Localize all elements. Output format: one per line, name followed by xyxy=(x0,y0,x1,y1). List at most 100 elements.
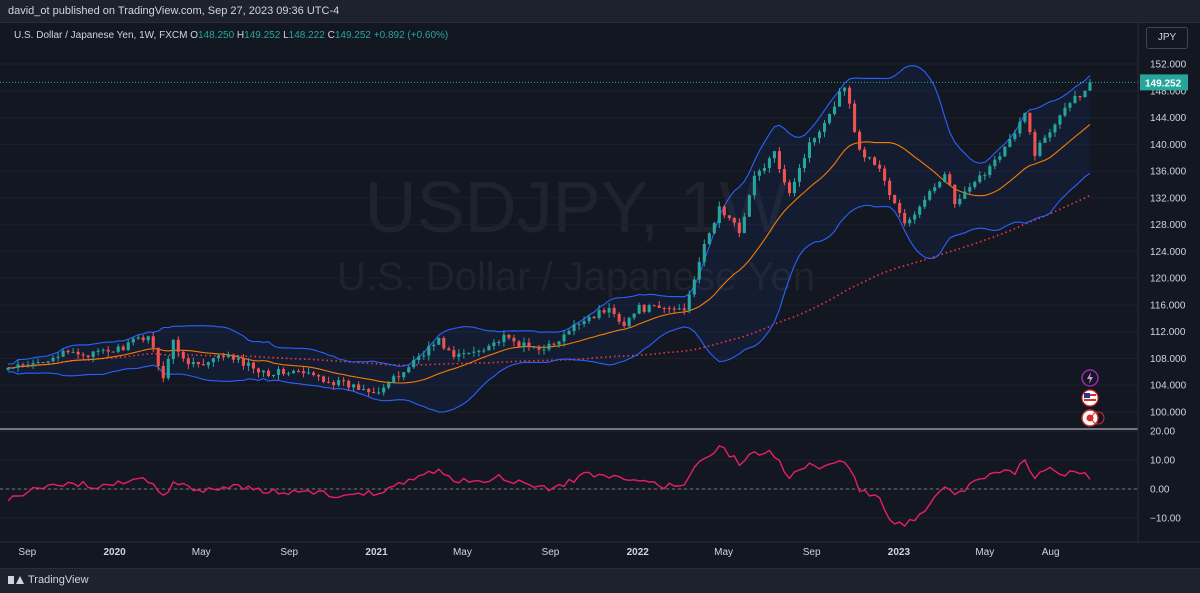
low-value: 148.222 xyxy=(288,30,325,41)
candle-body xyxy=(86,355,90,358)
candle-body xyxy=(96,350,100,352)
currency-button[interactable]: JPY xyxy=(1146,27,1188,49)
candle-body xyxy=(1038,142,1042,156)
candle-body xyxy=(327,381,331,383)
candle-body xyxy=(402,372,406,378)
candle-body xyxy=(732,218,736,223)
candle-body xyxy=(652,305,656,307)
candle-body xyxy=(296,371,301,373)
y-tick-label: 136.000 xyxy=(1150,167,1187,178)
candle-body xyxy=(697,261,701,280)
candle-body xyxy=(6,367,10,370)
japan-flag-icon[interactable] xyxy=(1081,409,1105,427)
y-tick-label: 148.000 xyxy=(1150,86,1187,97)
tradingview-logo[interactable]: TradingView xyxy=(8,574,89,586)
candle-body xyxy=(61,350,65,357)
candle-body xyxy=(502,334,506,343)
high-label: H xyxy=(236,30,245,41)
candle-body xyxy=(687,294,691,311)
candle-body xyxy=(822,122,827,132)
candle-body xyxy=(166,359,170,379)
candle-body xyxy=(737,222,741,234)
x-tick-label: Sep xyxy=(803,547,821,558)
bollinger-upper xyxy=(7,65,1091,367)
candle-body xyxy=(923,199,927,207)
candle-body xyxy=(662,307,666,309)
candle-body xyxy=(146,336,150,341)
candle-body xyxy=(251,362,255,369)
candle-body xyxy=(156,347,160,366)
candle-body xyxy=(261,370,266,373)
candle-body xyxy=(322,376,326,382)
candle-body xyxy=(522,342,526,347)
candle-body xyxy=(853,103,857,132)
candle-body xyxy=(241,358,245,366)
candle-body xyxy=(672,308,676,310)
y-tick-label: 152.000 xyxy=(1150,60,1187,71)
candle-body xyxy=(347,380,351,388)
candle-body xyxy=(978,175,982,182)
y-tick-label: 116.000 xyxy=(1150,300,1186,311)
candle-body xyxy=(362,388,366,390)
candle-body xyxy=(81,354,85,356)
candle-body xyxy=(286,373,291,375)
candle-body xyxy=(883,168,887,181)
x-tick-label: Aug xyxy=(1042,547,1060,558)
x-tick-label: May xyxy=(192,547,211,558)
candle-body xyxy=(1008,139,1012,147)
candle-body xyxy=(627,317,631,327)
candle-body xyxy=(477,350,481,352)
candle-body xyxy=(186,358,190,365)
osc-tick-label: 10.00 xyxy=(1150,456,1175,467)
lightning-icon[interactable] xyxy=(1081,369,1099,387)
bollinger-band-fill xyxy=(8,65,1090,413)
candle-body xyxy=(181,351,185,359)
candle-body xyxy=(201,364,205,366)
candle-body xyxy=(752,175,756,196)
candle-body xyxy=(913,214,917,220)
candle-body xyxy=(1088,82,1092,91)
candle-body xyxy=(707,233,711,244)
candle-body xyxy=(938,182,942,188)
x-tick-label: May xyxy=(714,547,733,558)
change-value: +0.892 (+0.60%) xyxy=(373,30,449,41)
candle-body xyxy=(903,212,907,224)
candle-body xyxy=(422,355,426,357)
us-flag-icon[interactable] xyxy=(1081,389,1099,407)
candle-body xyxy=(171,339,175,360)
candle-body xyxy=(121,346,125,351)
osc-tick-label: −10.00 xyxy=(1150,514,1181,525)
candle-body xyxy=(236,358,240,360)
candle-body xyxy=(447,348,451,351)
candle-body xyxy=(11,367,15,369)
candle-body xyxy=(467,352,471,354)
price-chart[interactable]: USDJPY, 1W U.S. Dollar / Japanese Yen 15… xyxy=(0,22,1200,568)
candle-body xyxy=(873,157,877,165)
candle-body xyxy=(612,308,616,315)
candle-body xyxy=(928,191,932,200)
y-tick-label: 108.000 xyxy=(1150,354,1187,365)
candle-body xyxy=(377,392,381,394)
candle-body xyxy=(622,321,626,327)
candle-body xyxy=(878,164,882,169)
candle-body xyxy=(722,206,726,216)
candle-body xyxy=(1023,112,1027,122)
candle-body xyxy=(943,174,947,183)
candle-body xyxy=(66,350,70,353)
candle-body xyxy=(1083,90,1087,98)
osc-tick-label: 20.00 xyxy=(1150,427,1175,438)
candle-body xyxy=(106,349,110,352)
candle-body xyxy=(757,170,761,176)
candle-body xyxy=(988,166,992,176)
x-tick-label: 2021 xyxy=(365,547,388,558)
candle-body xyxy=(532,346,536,348)
candle-body xyxy=(51,357,55,362)
candle-body xyxy=(993,159,997,167)
candle-body xyxy=(352,384,356,388)
candle-body xyxy=(557,341,561,345)
candle-body xyxy=(276,369,281,375)
candle-body xyxy=(592,316,596,319)
candle-body xyxy=(958,198,962,205)
candle-body xyxy=(1013,133,1017,140)
candle-body xyxy=(868,157,872,159)
